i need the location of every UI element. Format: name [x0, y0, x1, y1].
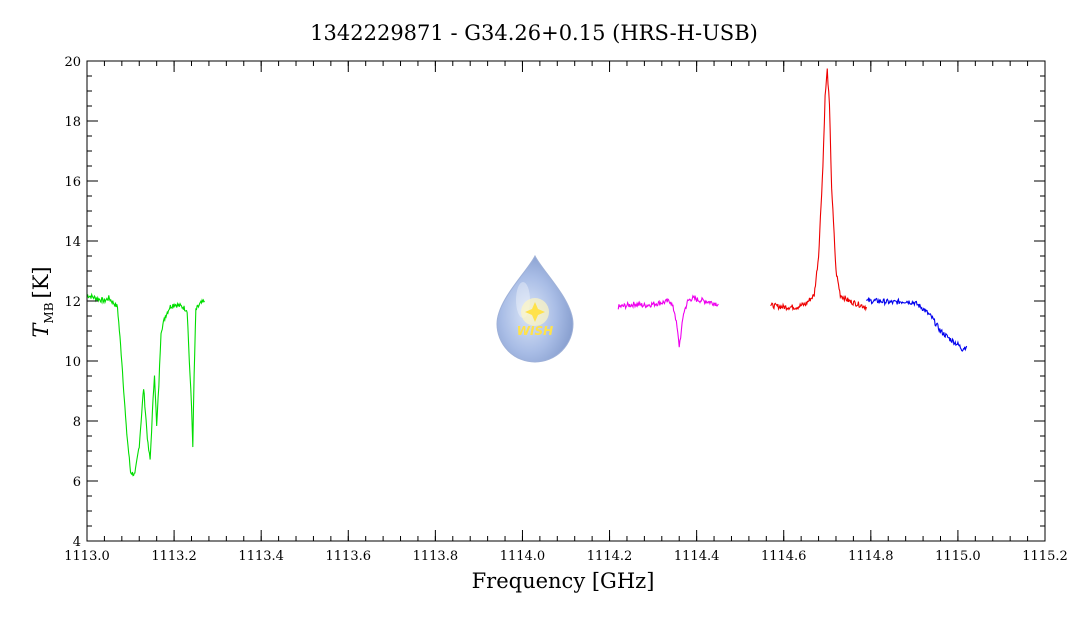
- y-tick-label: 18: [64, 115, 81, 130]
- y-tick-label: 12: [64, 295, 81, 310]
- series-line-1: [86, 292, 205, 477]
- series-line-3: [770, 68, 867, 312]
- x-axis-title: Frequency [GHz]: [472, 569, 655, 593]
- y-tick-label: 4: [73, 535, 81, 550]
- x-tick-label: 1113.0: [64, 549, 110, 564]
- y-tick-label: 6: [73, 475, 81, 490]
- axes-layer: 1113.0 1113.2 1113.4 1113.6 1113.8 1114.0 1114…: [64, 55, 1068, 564]
- x-tick-label: 1113.4: [238, 549, 284, 564]
- y-tick-label: 10: [64, 355, 81, 370]
- x-tick-label: 1114.0: [500, 549, 546, 564]
- y-axis-title-symbol: T: [29, 322, 53, 338]
- y-axis-title-unit: [K]: [29, 266, 53, 298]
- y-tick-label: 14: [64, 235, 81, 250]
- series-line-4: [866, 296, 968, 352]
- y-tick-label: 16: [64, 175, 81, 190]
- x-tick-label: 1115.0: [935, 549, 981, 564]
- x-tick-label: 1114.2: [587, 549, 633, 564]
- wish-logo: WISH: [496, 254, 574, 363]
- y-axis-title-subscript: MB: [42, 302, 56, 323]
- x-tick-label: 1113.8: [413, 549, 459, 564]
- x-tick-label: 1114.6: [761, 549, 807, 564]
- series-layer: [86, 68, 968, 477]
- wish-logo-text: WISH: [517, 324, 553, 338]
- y-tick-label: 20: [64, 55, 81, 70]
- x-tick-label: 1114.4: [674, 549, 720, 564]
- star-icon: [525, 302, 545, 322]
- series-line-2: [617, 294, 719, 348]
- y-axis-title: TMB [K]: [29, 266, 56, 337]
- y-tick-label: 8: [73, 415, 81, 430]
- x-tick-label: 1113.2: [151, 549, 197, 564]
- x-tick-label: 1113.6: [326, 549, 372, 564]
- x-tick-label: 1114.8: [848, 549, 894, 564]
- x-tick-label: 1115.2: [1022, 549, 1068, 564]
- chart-title: 1342229871 - G34.26+0.15 (HRS-H-USB): [310, 21, 758, 45]
